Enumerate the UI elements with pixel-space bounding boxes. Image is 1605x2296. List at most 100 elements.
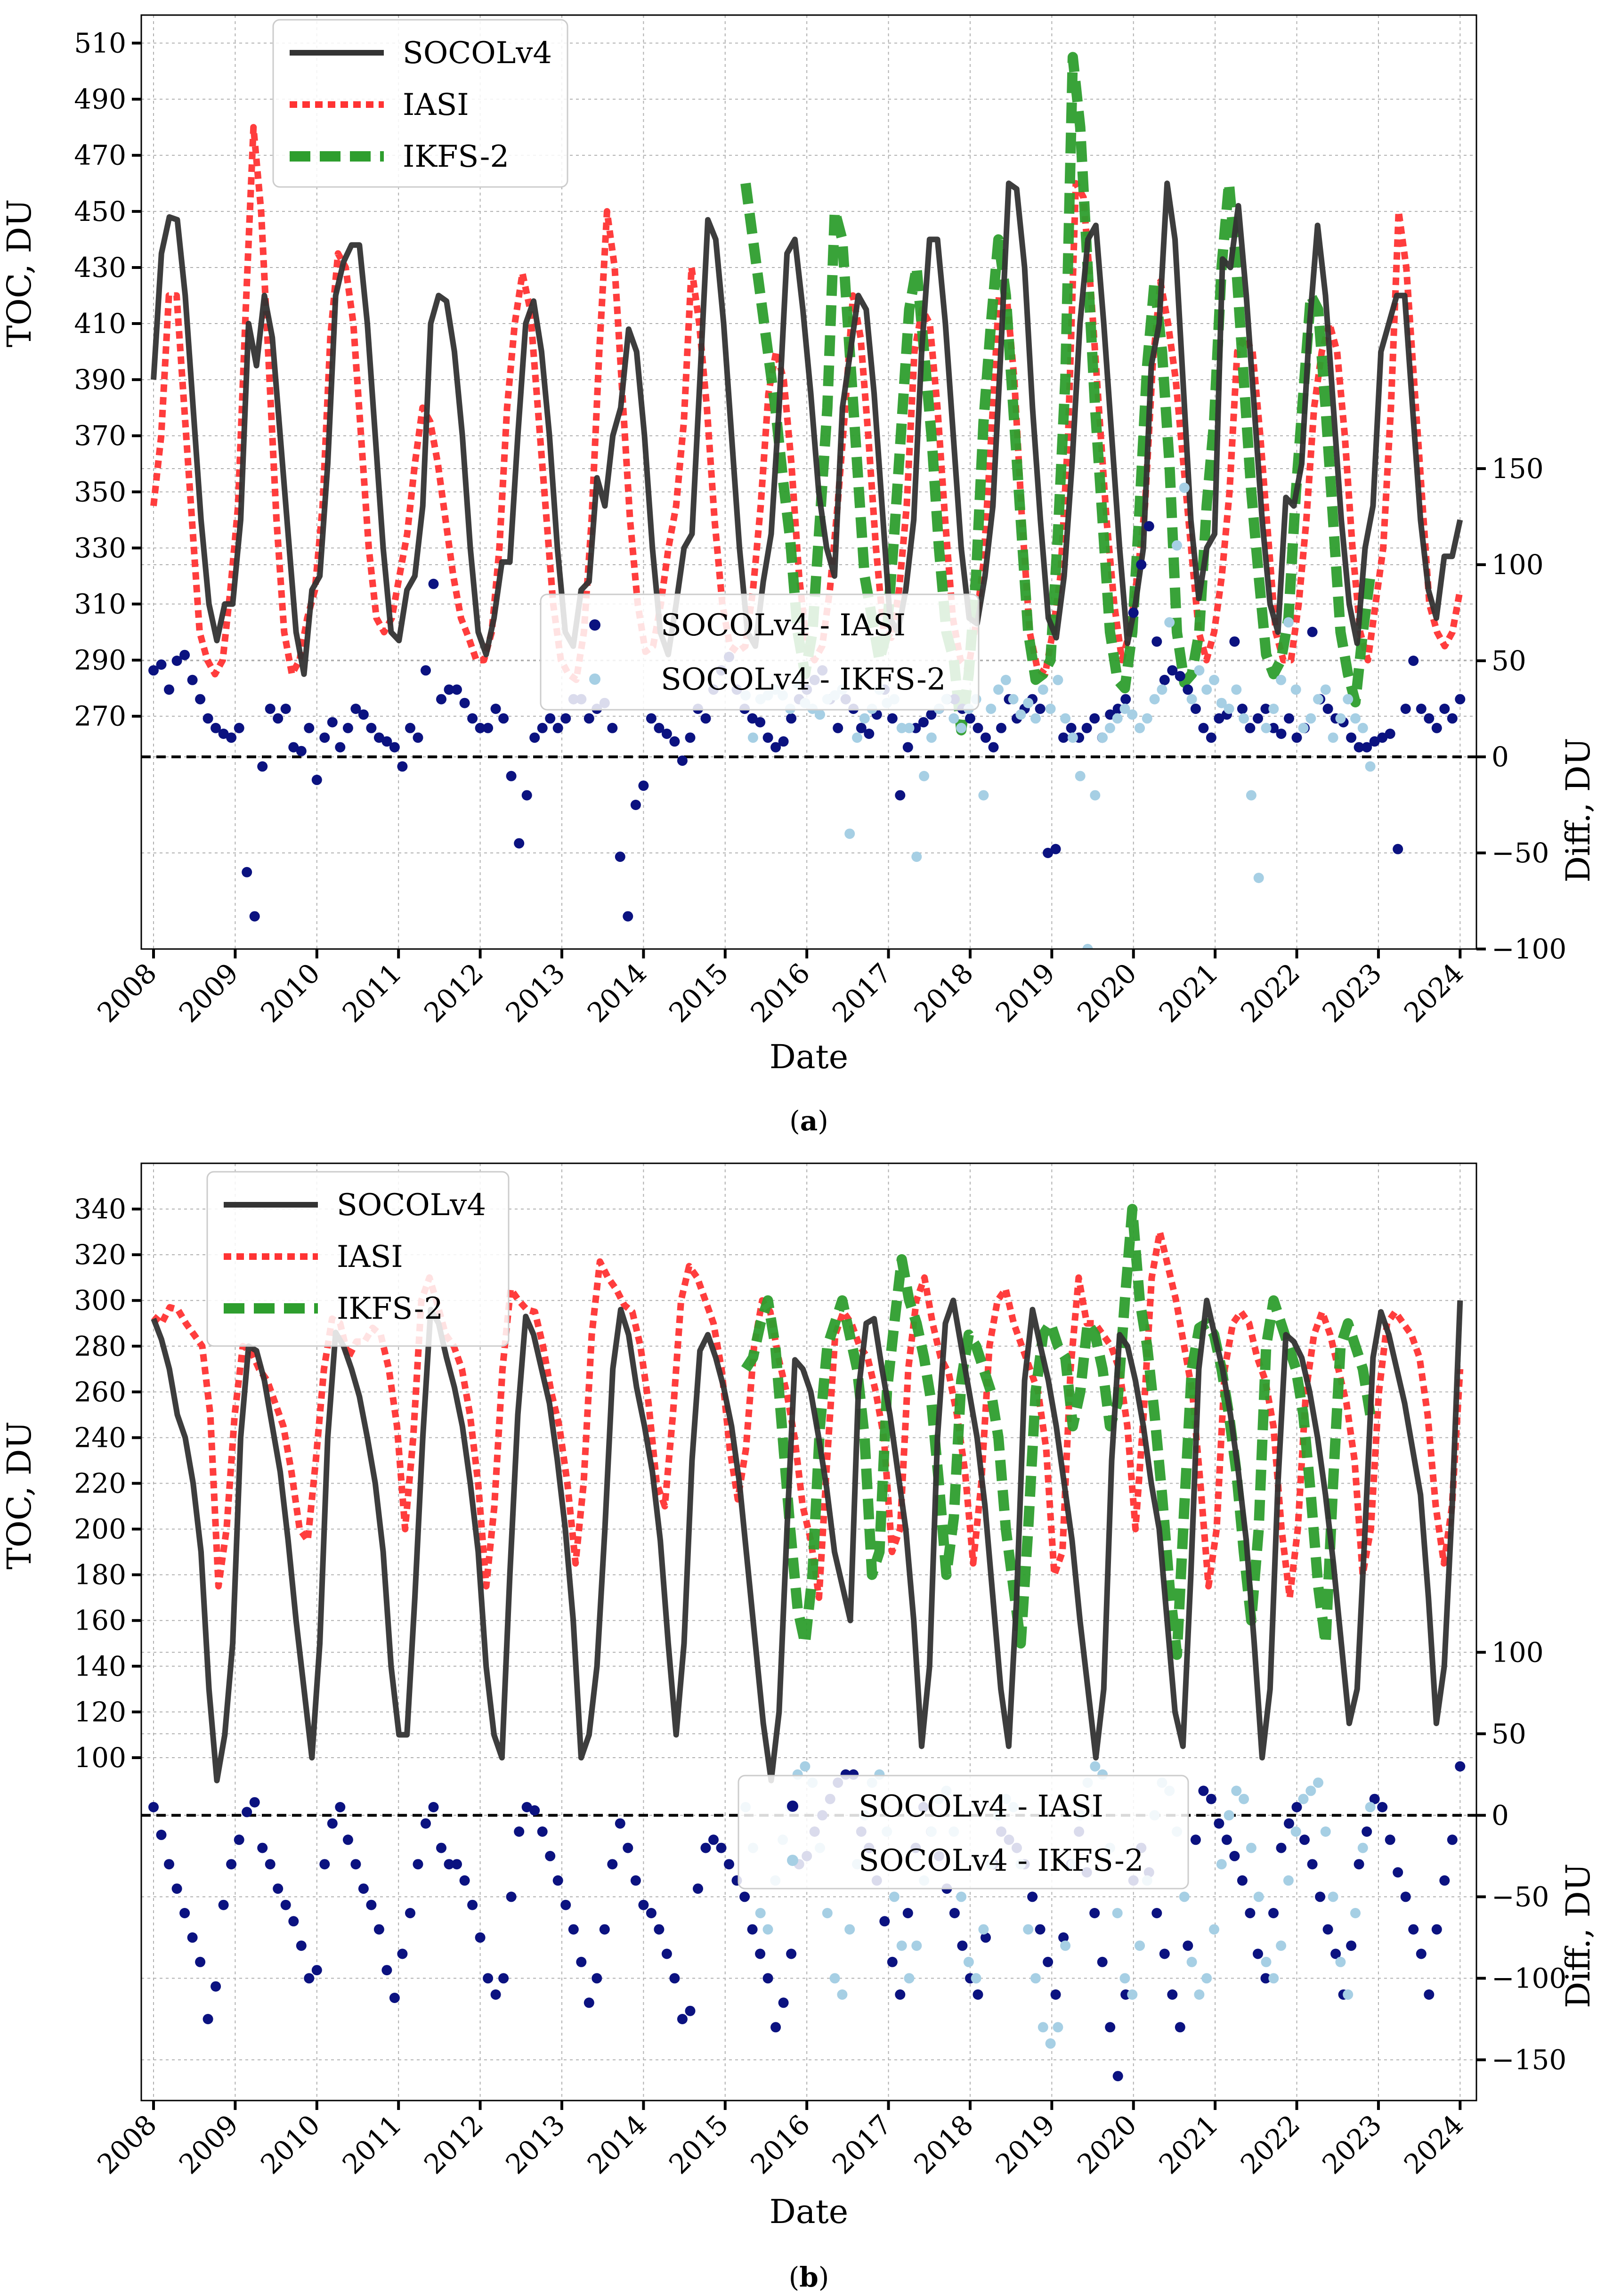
data-point xyxy=(700,1842,711,1853)
data-point xyxy=(436,1842,446,1853)
data-point xyxy=(218,729,229,739)
data-point xyxy=(211,722,221,733)
data-point xyxy=(1431,1924,1442,1935)
legend-marker xyxy=(787,1855,798,1866)
data-point xyxy=(1305,713,1316,724)
data-point xyxy=(1365,1802,1376,1812)
x-axis-label: Date xyxy=(770,1038,848,1076)
data-point xyxy=(164,1859,174,1870)
y2-tick-label: −100 xyxy=(1492,1962,1566,1994)
data-point xyxy=(148,665,159,676)
data-point xyxy=(852,732,862,743)
legend-lines: SOCOLv4 IASI IKFS-2 xyxy=(272,19,568,188)
data-point xyxy=(896,722,907,733)
data-point xyxy=(187,674,198,685)
data-point xyxy=(1253,713,1263,724)
x-tick-label: 2022 xyxy=(1234,2109,1306,2180)
data-point xyxy=(1159,674,1170,685)
data-point xyxy=(1135,1940,1145,1951)
data-point xyxy=(1175,671,1185,681)
data-point xyxy=(498,713,509,724)
data-point xyxy=(895,790,906,801)
data-point xyxy=(327,1818,338,1829)
x-tick-label: 2019 xyxy=(989,957,1061,1029)
data-point xyxy=(963,1956,974,1967)
data-point xyxy=(397,761,408,772)
data-point xyxy=(1313,1777,1323,1788)
x-tick-label: 2008 xyxy=(91,957,162,1029)
data-point xyxy=(1408,1924,1419,1935)
y2-tick-label: 150 xyxy=(1492,453,1544,485)
data-point xyxy=(234,1834,244,1845)
y-axis-label: TOC, DU xyxy=(0,199,39,348)
y2-tick-label: 100 xyxy=(1492,549,1544,581)
data-point xyxy=(1209,674,1219,685)
data-point xyxy=(1320,684,1331,695)
y-tick-label: 430 xyxy=(74,252,126,284)
data-point xyxy=(1136,560,1147,570)
chart-panel-b: 2008 2009 2010 2011 2012 2013 2014 2015 2016 2017… xyxy=(0,1162,1597,2293)
data-point xyxy=(1447,713,1458,724)
data-point xyxy=(1190,704,1201,714)
data-point xyxy=(844,1924,855,1935)
data-point xyxy=(1335,1956,1346,1967)
legend-label: IASI xyxy=(337,1240,403,1274)
data-point xyxy=(1097,1956,1108,1967)
data-point xyxy=(389,742,400,753)
y-tick-label: 100 xyxy=(74,1742,126,1774)
data-point xyxy=(1050,844,1061,854)
data-point xyxy=(887,713,898,724)
data-point xyxy=(373,1924,384,1935)
chart-panel-a: 2008 2009 2010 2011 2012 2013 2014 2015 2016 2017… xyxy=(0,14,1597,1137)
data-point xyxy=(599,1924,610,1935)
data-point xyxy=(1159,1948,1170,1959)
data-point xyxy=(693,1883,703,1894)
data-point xyxy=(1377,1802,1388,1812)
data-point xyxy=(911,1940,922,1951)
data-point xyxy=(311,774,322,785)
data-point xyxy=(685,732,696,743)
data-point xyxy=(327,717,338,728)
data-point xyxy=(607,1859,618,1870)
data-point xyxy=(654,1924,665,1935)
data-point xyxy=(1135,722,1145,733)
data-point xyxy=(971,1973,981,1984)
data-point xyxy=(996,722,1006,733)
data-point xyxy=(1283,617,1294,628)
y2-tick-label: 50 xyxy=(1492,645,1526,677)
legend-box xyxy=(738,1775,1189,1890)
data-point xyxy=(1283,1875,1294,1886)
data-point xyxy=(342,1834,353,1845)
data-point xyxy=(1354,742,1364,753)
data-point xyxy=(623,1842,633,1853)
data-point xyxy=(483,1973,494,1984)
data-point xyxy=(747,732,758,743)
x-tick-label: 2010 xyxy=(254,2109,326,2180)
data-point xyxy=(1400,1891,1411,1902)
data-point xyxy=(1268,1973,1279,1984)
data-point xyxy=(1015,709,1026,720)
data-point xyxy=(521,790,532,801)
data-point xyxy=(280,1899,291,1910)
data-point xyxy=(815,709,825,720)
caption-paren: ) xyxy=(818,1105,828,1137)
data-point xyxy=(1060,713,1071,724)
data-point xyxy=(1043,848,1054,858)
y-tick-label: 510 xyxy=(74,27,126,59)
x-tick-label: 2013 xyxy=(499,957,571,1029)
legend-label: IASI xyxy=(403,88,469,122)
x-axis-label: Date xyxy=(770,2192,848,2231)
data-point xyxy=(957,1940,968,1951)
data-point xyxy=(677,755,688,766)
data-point xyxy=(529,732,540,743)
data-point xyxy=(708,1834,719,1845)
data-point xyxy=(762,1924,773,1935)
series-line-socolv4 xyxy=(151,1298,1463,1784)
data-point xyxy=(677,2014,688,2024)
data-point xyxy=(778,1997,789,2008)
data-point xyxy=(1346,1940,1357,1951)
data-point xyxy=(895,1989,906,2000)
data-point xyxy=(623,911,633,922)
data-point xyxy=(304,722,315,733)
data-point xyxy=(1157,684,1167,695)
